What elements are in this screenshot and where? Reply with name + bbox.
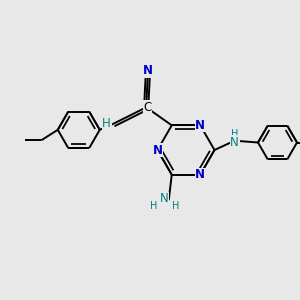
Text: H: H [102, 117, 111, 130]
Text: N: N [195, 119, 205, 132]
Text: H: H [150, 201, 158, 211]
Text: H: H [231, 129, 238, 140]
Text: N: N [152, 143, 163, 157]
Text: N: N [230, 136, 239, 149]
Text: N: N [143, 64, 153, 77]
Text: N: N [195, 168, 205, 181]
Text: C: C [144, 101, 152, 114]
Text: N: N [160, 192, 169, 205]
Text: H: H [172, 201, 179, 211]
